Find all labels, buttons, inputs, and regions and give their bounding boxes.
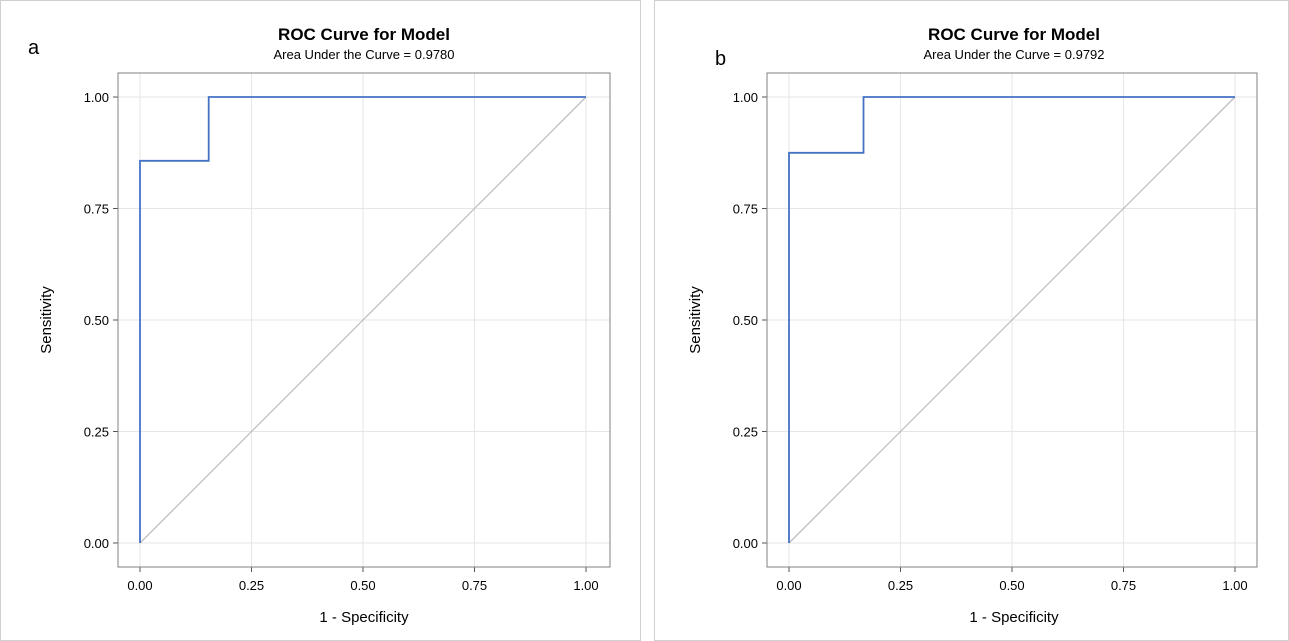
- y-tick-label: 0.00: [733, 536, 758, 551]
- roc-curve: [139, 96, 586, 543]
- roc-curve: [788, 96, 1235, 543]
- y-tick-label: 0.75: [84, 202, 109, 217]
- x-tick-label: 0.50: [350, 578, 375, 593]
- y-tick-label: 0.00: [84, 536, 109, 551]
- y-axis-label: Sensitivity: [38, 286, 55, 354]
- y-tick-label: 0.75: [733, 202, 758, 217]
- chart-subtitle: Area Under the Curve = 0.9792: [923, 47, 1104, 62]
- x-tick-label: 1.00: [1222, 578, 1247, 593]
- reference-diagonal: [139, 96, 587, 544]
- x-tick-label: 0.50: [999, 578, 1024, 593]
- chart-title: ROC Curve for Model: [928, 25, 1100, 44]
- y-tick-label: 0.50: [733, 313, 758, 328]
- x-axis-label: 1 - Specificity: [969, 609, 1059, 626]
- y-tick-label: 0.25: [84, 425, 109, 440]
- chart-subtitle: Area Under the Curve = 0.9780: [273, 47, 454, 62]
- x-tick-label: 1.00: [573, 578, 598, 593]
- reference-diagonal: [788, 96, 1236, 544]
- x-tick-label: 0.00: [776, 578, 801, 593]
- panel-label: a: [28, 37, 40, 59]
- y-axis-label: Sensitivity: [687, 286, 704, 354]
- roc-chart-b: b ROC Curve for Model Area Under the Cur…: [687, 25, 1258, 626]
- chart-panel-b: b ROC Curve for Model Area Under the Cur…: [654, 0, 1289, 641]
- x-tick-label: 0.00: [127, 578, 152, 593]
- plot-frame: [117, 72, 611, 568]
- chart-panel-a: a ROC Curve for Model Area Under the Cur…: [0, 0, 641, 641]
- chart-title: ROC Curve for Model: [278, 25, 450, 44]
- x-axis-label: 1 - Specificity: [319, 609, 409, 626]
- plot-frame: [766, 72, 1258, 568]
- y-tick-label: 1.00: [733, 90, 758, 105]
- grid: [767, 73, 1257, 567]
- x-tick-label: 0.25: [888, 578, 913, 593]
- y-tick-label: 0.50: [84, 313, 109, 328]
- x-tick-label: 0.75: [462, 578, 487, 593]
- x-tick-label: 0.25: [239, 578, 264, 593]
- y-tick-label: 1.00: [84, 90, 109, 105]
- panel-label: b: [715, 48, 726, 70]
- y-tick-label: 0.25: [733, 425, 758, 440]
- x-tick-label: 0.75: [1111, 578, 1136, 593]
- roc-chart-a: a ROC Curve for Model Area Under the Cur…: [28, 25, 611, 626]
